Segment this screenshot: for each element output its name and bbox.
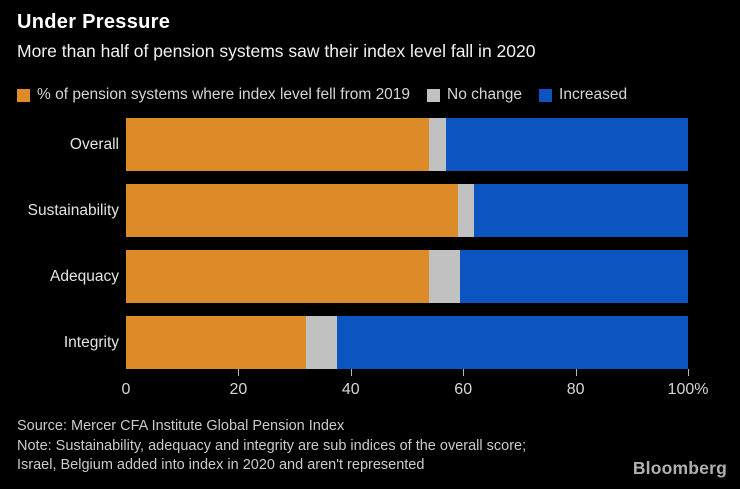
bar-row: Overall xyxy=(0,118,688,171)
chart-title: Under Pressure xyxy=(17,11,171,33)
source-text: Source: Mercer CFA Institute Global Pens… xyxy=(17,418,345,434)
stacked-bar xyxy=(126,118,688,171)
legend-label: % of pension systems where index level f… xyxy=(37,86,411,103)
bar-segment-no_change xyxy=(457,184,475,237)
category-label: Adequacy xyxy=(50,267,119,285)
legend-swatch-no_change xyxy=(427,88,441,102)
axis-tick-label: 80 xyxy=(566,381,585,398)
axis-tick xyxy=(463,369,465,376)
bar-row: Integrity xyxy=(0,316,688,369)
bar-segment-fell xyxy=(126,118,430,171)
bar-segment-fell xyxy=(126,184,458,237)
stacked-bar-chart: Overall Sustainability Adequacy Integrity xyxy=(0,118,688,382)
note-text-line1: Note: Sustainability, adequacy and integ… xyxy=(17,437,527,454)
legend-item-fell: % of pension systems where index level f… xyxy=(17,86,410,104)
legend: % of pension systems where index level f… xyxy=(17,86,644,104)
note-text-line2: Israel, Belgium added into index in 2020… xyxy=(17,457,425,473)
legend-label: Increased xyxy=(559,86,628,103)
bar-segment-fell xyxy=(126,250,430,303)
legend-swatch-increased xyxy=(539,88,553,102)
bar-segment-increased xyxy=(446,118,688,171)
chart-subtitle: More than half of pension systems saw th… xyxy=(17,41,536,61)
stacked-bar xyxy=(126,250,688,303)
x-axis: 0 20 40 60 80 100% xyxy=(122,369,708,405)
legend-item-increased: Increased xyxy=(539,86,627,104)
legend-label: No change xyxy=(447,86,523,103)
bar-segment-increased xyxy=(460,250,688,303)
axis-tick-label: 20 xyxy=(229,381,248,398)
bloomberg-logo: Bloomberg xyxy=(632,458,727,478)
axis-tick-label: 60 xyxy=(454,381,473,398)
stacked-bar xyxy=(126,316,688,369)
category-label: Integrity xyxy=(63,333,119,351)
axis-tick xyxy=(688,369,689,376)
bar-segment-increased xyxy=(336,316,688,369)
footer: Source: Mercer CFA Institute Global Pens… xyxy=(17,417,526,476)
axis-tick-label: 40 xyxy=(341,381,360,398)
bar-segment-increased xyxy=(474,184,688,237)
stacked-bar xyxy=(126,184,688,237)
bar-row: Adequacy xyxy=(0,250,688,303)
axis-tick xyxy=(575,369,577,376)
axis-tick xyxy=(238,369,240,376)
category-label: Sustainability xyxy=(27,201,119,219)
legend-item-no_change: No change xyxy=(427,86,522,104)
bar-segment-no_change xyxy=(305,316,337,369)
legend-swatch-fell xyxy=(17,88,30,102)
bar-segment-fell xyxy=(126,316,306,369)
axis-tick-label: 0 xyxy=(121,381,131,398)
category-label: Overall xyxy=(69,135,119,153)
bar-row: Sustainability xyxy=(0,184,688,237)
axis-tick xyxy=(350,369,352,376)
axis-tick-label: 100% xyxy=(667,381,709,398)
bar-segment-no_change xyxy=(429,250,461,303)
bar-segment-no_change xyxy=(429,118,447,171)
